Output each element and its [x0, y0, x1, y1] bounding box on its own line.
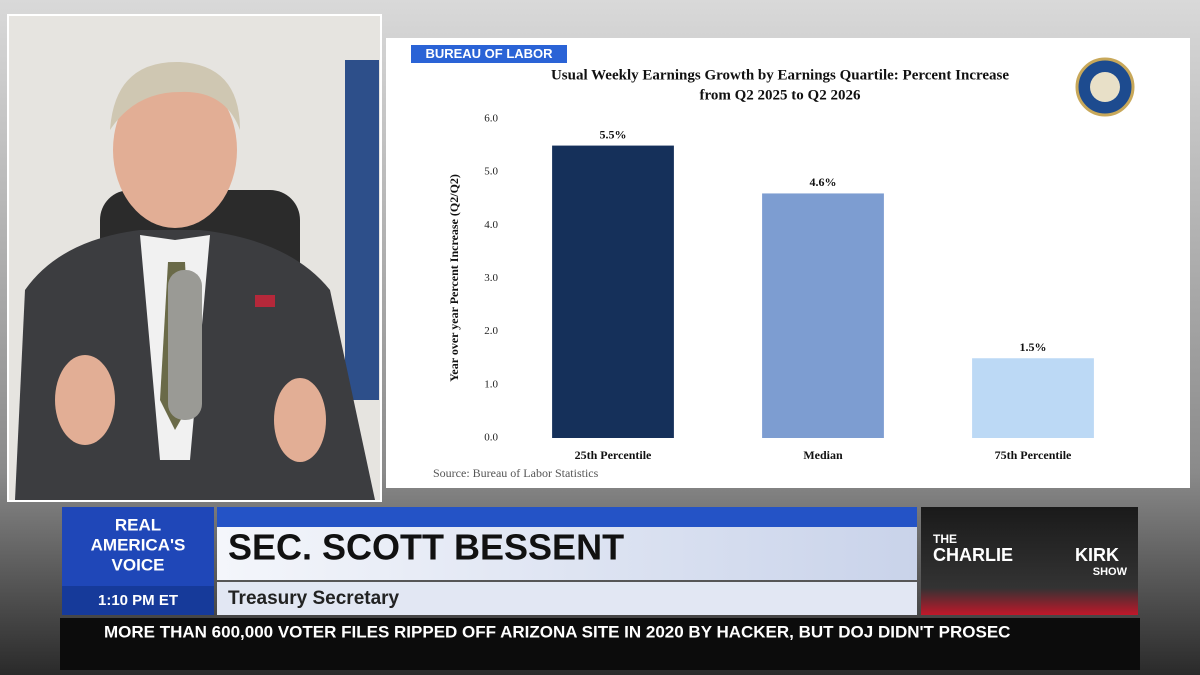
lower-third: REAL AMERICA'S VOICE 1:10 PM ET SEC. SCO… — [60, 507, 1140, 670]
data-label: 5.5% — [600, 127, 627, 141]
x-tick-label: 25th Percentile — [575, 448, 652, 462]
network-logo-text: REAL — [115, 515, 161, 534]
y-axis-label: Year over year Percent Increase (Q2/Q2) — [447, 174, 461, 382]
hair — [110, 61, 240, 130]
flag-pin — [255, 295, 275, 307]
network-logo-text: AMERICA'S — [91, 535, 186, 554]
y-tick-label: 4.0 — [484, 219, 498, 231]
chart-title: Usual Weekly Earnings Growth by Earnings… — [551, 67, 1009, 83]
bar — [972, 358, 1094, 438]
microphone — [168, 270, 202, 420]
x-tick-label: Median — [803, 448, 843, 462]
y-tick-label: 2.0 — [484, 325, 498, 337]
show-logo-text: SHOW — [1093, 566, 1128, 578]
y-tick-label: 1.0 — [484, 378, 498, 390]
hand — [274, 378, 326, 462]
y-tick-label: 6.0 — [484, 113, 498, 125]
name-bar-stripe — [217, 507, 917, 527]
time: 1:10 PM ET — [98, 592, 178, 609]
show-logo-text: CHARLIE — [933, 545, 1013, 565]
treasury-seal-center — [1090, 72, 1120, 102]
chart-tag: BUREAU OF LABOR — [425, 46, 553, 61]
y-tick-label: 5.0 — [484, 166, 498, 178]
data-label: 4.6% — [810, 175, 837, 189]
network-logo-text: VOICE — [112, 555, 165, 574]
video-inset — [7, 14, 382, 502]
tag-box — [411, 45, 567, 63]
show-logo-box — [921, 507, 1138, 615]
y-tick-label: 0.0 — [484, 432, 498, 444]
ticker-text: MORE THAN 600,000 VOTER FILES RIPPED OFF… — [104, 622, 1010, 641]
data-label: 1.5% — [1020, 340, 1047, 354]
guest-role: Treasury Secretary — [228, 588, 400, 609]
plot-area: 0.0 1.0 2.0 3.0 4.0 5.0 6.0 25th Percentile 5.5%… — [484, 113, 1094, 462]
y-tick-label: 3.0 — [484, 272, 498, 284]
chart-title: from Q2 2025 to Q2 2026 — [700, 87, 861, 103]
show-logo-text: THE — [933, 532, 957, 546]
time-box — [62, 586, 214, 615]
face — [113, 72, 237, 228]
bar — [762, 193, 884, 438]
chart-source: Source: Bureau of Labor Statistics — [433, 466, 599, 480]
bar — [552, 145, 674, 439]
role-bar — [217, 582, 917, 615]
backdrop-panel — [345, 60, 379, 400]
show-logo-text: KIRK — [1075, 545, 1119, 565]
ticker-bar — [60, 618, 1140, 670]
hand — [55, 355, 115, 445]
guest-name: SEC. SCOTT BESSENT — [228, 527, 624, 568]
x-tick-label: 75th Percentile — [995, 448, 1072, 462]
